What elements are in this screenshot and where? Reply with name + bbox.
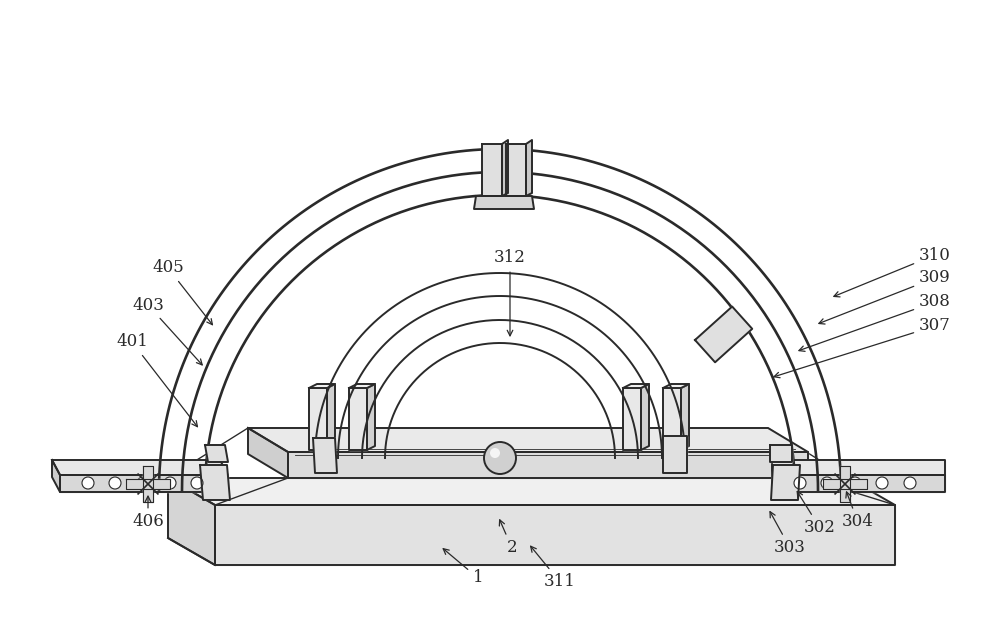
Polygon shape (349, 388, 367, 450)
Text: 312: 312 (494, 250, 526, 336)
Polygon shape (168, 478, 895, 505)
Polygon shape (663, 436, 687, 473)
Text: 310: 310 (834, 247, 951, 297)
Polygon shape (772, 460, 945, 475)
Polygon shape (52, 460, 60, 492)
Text: 302: 302 (797, 491, 836, 536)
Polygon shape (143, 466, 153, 502)
Polygon shape (474, 196, 534, 209)
Circle shape (164, 477, 176, 489)
Polygon shape (663, 384, 689, 388)
Polygon shape (349, 384, 375, 388)
Text: 308: 308 (799, 294, 951, 351)
Text: 303: 303 (770, 512, 806, 557)
Polygon shape (126, 479, 170, 489)
Polygon shape (327, 384, 335, 450)
Polygon shape (623, 384, 649, 388)
Polygon shape (641, 384, 649, 450)
Circle shape (821, 477, 833, 489)
Text: 311: 311 (531, 547, 576, 590)
Circle shape (490, 448, 500, 458)
Circle shape (191, 477, 203, 489)
Polygon shape (313, 438, 337, 473)
Polygon shape (772, 475, 945, 492)
Polygon shape (248, 428, 808, 452)
Polygon shape (205, 445, 228, 462)
Polygon shape (663, 388, 681, 450)
Polygon shape (681, 384, 689, 450)
Polygon shape (200, 465, 230, 500)
Polygon shape (770, 445, 792, 462)
Polygon shape (168, 478, 215, 565)
Polygon shape (367, 384, 375, 450)
Text: 403: 403 (132, 297, 202, 365)
Text: 307: 307 (774, 318, 951, 378)
Circle shape (876, 477, 888, 489)
Polygon shape (482, 144, 502, 196)
Polygon shape (248, 428, 288, 478)
Polygon shape (502, 140, 508, 196)
Polygon shape (840, 466, 850, 502)
Polygon shape (309, 384, 335, 388)
Polygon shape (823, 479, 867, 489)
Polygon shape (288, 452, 808, 478)
Polygon shape (52, 460, 228, 475)
Circle shape (794, 477, 806, 489)
Circle shape (137, 477, 149, 489)
Polygon shape (309, 388, 327, 450)
Polygon shape (526, 140, 532, 196)
Circle shape (904, 477, 916, 489)
Text: 406: 406 (132, 496, 164, 531)
Polygon shape (506, 144, 526, 196)
Polygon shape (60, 475, 228, 492)
Text: 401: 401 (116, 333, 197, 427)
Polygon shape (623, 388, 641, 450)
Text: 405: 405 (152, 259, 212, 325)
Text: 304: 304 (842, 492, 874, 531)
Polygon shape (215, 505, 895, 565)
Text: 2: 2 (499, 520, 517, 557)
Polygon shape (695, 307, 752, 362)
Text: 1: 1 (443, 548, 483, 586)
Circle shape (82, 477, 94, 489)
Text: 309: 309 (819, 269, 951, 324)
Circle shape (484, 442, 516, 474)
Circle shape (109, 477, 121, 489)
Circle shape (849, 477, 861, 489)
Polygon shape (771, 465, 800, 500)
